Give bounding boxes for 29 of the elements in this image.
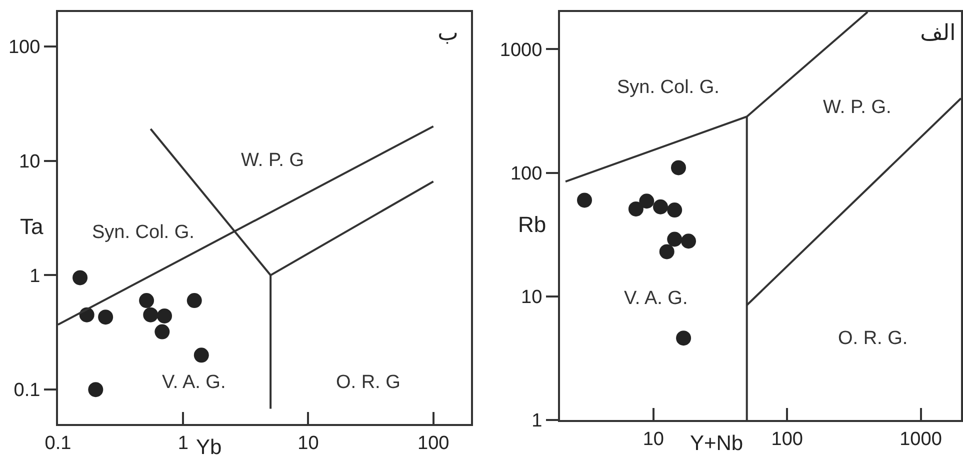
x-axis-title: Y+Nb [690, 432, 744, 455]
y-axis-title: Ta [20, 214, 44, 239]
x-tick-label: 100 [771, 428, 803, 450]
annotation: W. P. G. [823, 97, 892, 118]
y-tick-label: 1 [30, 266, 40, 287]
annotation: Syn. Col. G. [617, 77, 720, 98]
y-tick-label: 10 [19, 151, 40, 172]
y-tick-label: 100 [510, 163, 542, 184]
annotation: V. A. G. [624, 288, 688, 309]
x-tick-label: 0.1 [44, 432, 72, 454]
y-tick-label: 1000 [500, 40, 542, 61]
y-tick-label: 10 [521, 287, 542, 308]
x-tick-label: 100 [417, 432, 450, 454]
annotation: Syn. Col. G. [92, 222, 194, 243]
x-tick-label: 10 [642, 428, 664, 450]
x-axis-title: Yb [196, 436, 222, 459]
chart-title: ب [438, 21, 458, 46]
x-tick-label: 1000 [900, 428, 942, 450]
y-tick-label: 100 [8, 37, 40, 58]
annotation: W. P. G [241, 150, 304, 171]
x-tick-label: 1 [178, 432, 188, 454]
chart-title: الف [920, 21, 956, 46]
x-tick-label: 10 [298, 432, 319, 454]
y-tick-label: 1 [532, 410, 542, 432]
annotation: O. R. G. [838, 328, 908, 349]
y-tick-label: 0.1 [14, 380, 40, 402]
y-axis-title: Rb [518, 212, 546, 237]
annotation: O. R. G [336, 372, 400, 393]
annotation: V. A. G. [162, 372, 226, 393]
